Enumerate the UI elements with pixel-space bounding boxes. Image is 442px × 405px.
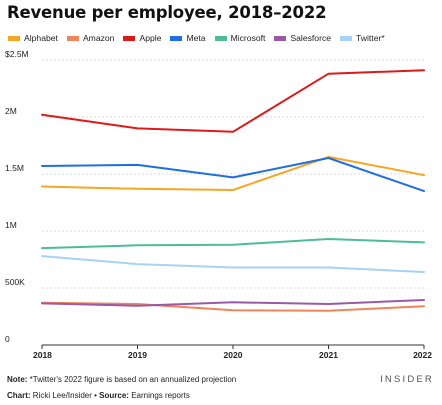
legend-label: Amazon	[82, 33, 115, 43]
chart-legend: Alphabet Amazon Apple Meta Microsoft Salesfor…	[8, 33, 394, 43]
x-tick-label: 2022	[413, 350, 432, 360]
legend-label: Salesforce	[290, 33, 332, 43]
legend-swatch	[8, 35, 20, 41]
legend-swatch	[170, 35, 183, 41]
chart-note: Note: *Twitter's 2022 figure is based on…	[7, 375, 236, 384]
legend-item-alphabet: Alphabet	[8, 33, 58, 43]
legend-label: Microsoft	[230, 33, 266, 43]
x-tick-label: 2020	[224, 350, 243, 360]
y-tick-label: 500K	[5, 277, 25, 287]
y-tick-label: 0	[5, 334, 10, 344]
x-tick-label: 2021	[319, 350, 338, 360]
series-line-amazon	[41, 301, 425, 312]
series-line-twitter	[41, 255, 425, 273]
y-tick-label: $2.5M	[5, 50, 29, 59]
chart-title: Revenue per employee, 2018–2022	[7, 3, 327, 22]
series-line-meta	[41, 157, 425, 193]
legend-label: Twitter*	[356, 33, 385, 43]
legend-swatch	[340, 35, 353, 41]
source-label: Chart:	[7, 391, 31, 400]
y-tick-label: 2M	[5, 106, 17, 116]
source-author: Ricki Lee/Insider	[30, 391, 92, 400]
chart-source: Chart: Ricki Lee/Insider • Source: Earni…	[7, 391, 190, 400]
insider-logo: INSIDER	[380, 374, 434, 385]
series-line-microsoft	[41, 238, 425, 250]
note-text: *Twitter's 2022 figure is based on an an…	[27, 375, 237, 384]
legend-swatch	[123, 35, 136, 41]
source-separator: •	[91, 391, 100, 400]
x-tick-label: 2019	[128, 350, 147, 360]
x-tick-label: 2018	[33, 350, 52, 360]
legend-swatch	[66, 35, 79, 41]
legend-item-salesforce: Salesforce	[274, 33, 331, 43]
legend-item-meta: Meta	[170, 33, 206, 43]
legend-swatch	[214, 35, 227, 41]
source-label-2: Source:	[99, 391, 129, 400]
legend-label: Meta	[186, 33, 206, 43]
legend-item-twitter: Twitter*	[340, 33, 385, 43]
y-tick-label: 1M	[5, 220, 17, 230]
legend-item-amazon: Amazon	[66, 33, 115, 43]
series-line-salesforce	[41, 299, 425, 307]
legend-item-apple: Apple	[123, 33, 161, 43]
legend-swatch	[274, 35, 287, 41]
note-label: Note:	[7, 375, 28, 384]
legend-label: Alphabet	[24, 33, 58, 43]
legend-item-microsoft: Microsoft	[214, 33, 266, 43]
source-text: Earnings reports	[128, 391, 190, 400]
series-line-apple	[41, 69, 425, 133]
series-line-alphabet	[41, 155, 425, 191]
legend-label: Apple	[139, 33, 162, 43]
y-tick-label: 1.5M	[5, 163, 24, 173]
line-chart: 0 500K 1M 1.5M 2M $2.5M 2018 2019 2020 2021 2022	[5, 50, 432, 360]
